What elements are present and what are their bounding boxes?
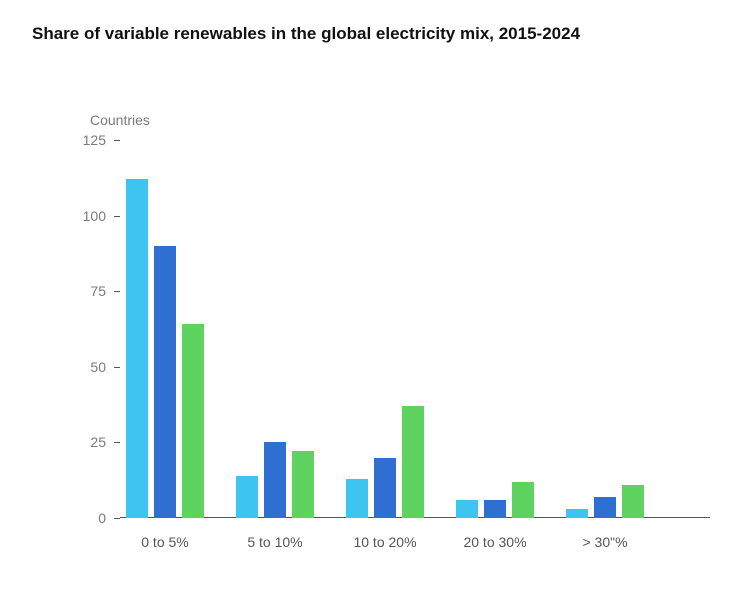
bar-group <box>566 485 644 518</box>
bar <box>512 482 534 518</box>
y-tick-label: 125 <box>83 132 106 148</box>
y-tick <box>114 442 120 443</box>
chart-plot-area: 02550751001250 to 5%5 to 10%10 to 20%20 … <box>120 140 710 518</box>
y-tick <box>114 518 120 519</box>
x-tick-label: 20 to 30% <box>436 534 554 550</box>
chart-title: Share of variable renewables in the glob… <box>32 24 580 44</box>
x-tick-label: 0 to 5% <box>106 534 224 550</box>
y-tick-label: 25 <box>90 434 106 450</box>
bar-group <box>456 482 534 518</box>
x-tick-label: 10 to 20% <box>326 534 444 550</box>
bar <box>264 442 286 518</box>
bar <box>182 324 204 518</box>
bar <box>456 500 478 518</box>
x-tick-label: > 30"% <box>546 534 664 550</box>
bar <box>126 179 148 518</box>
y-tick-label: 100 <box>83 208 106 224</box>
y-tick <box>114 216 120 217</box>
bar <box>484 500 506 518</box>
y-tick-label: 50 <box>90 359 106 375</box>
y-tick-label: 75 <box>90 283 106 299</box>
y-tick <box>114 367 120 368</box>
bar-group <box>236 442 314 518</box>
bar <box>622 485 644 518</box>
y-tick <box>114 140 120 141</box>
plot: 02550751001250 to 5%5 to 10%10 to 20%20 … <box>120 140 710 518</box>
bar <box>566 509 588 518</box>
y-tick-label: 0 <box>98 510 106 526</box>
y-tick <box>114 291 120 292</box>
bar-group <box>126 179 204 518</box>
bar <box>594 497 616 518</box>
bar <box>236 476 258 518</box>
bar <box>154 246 176 518</box>
bar-group <box>346 406 424 518</box>
bar <box>402 406 424 518</box>
bar <box>292 451 314 518</box>
bar <box>346 479 368 518</box>
x-tick-label: 5 to 10% <box>216 534 334 550</box>
y-axis-title: Countries <box>90 112 150 128</box>
bar <box>374 458 396 518</box>
